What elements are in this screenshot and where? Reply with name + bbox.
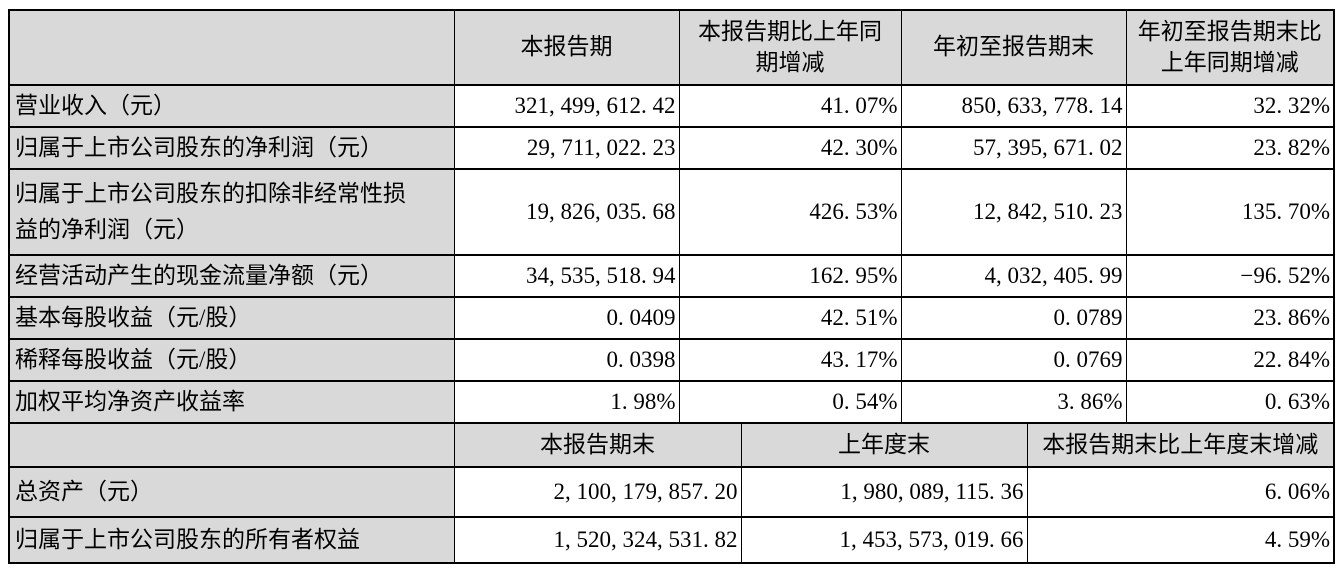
col-header-prior-year-end: 上年度末 xyxy=(740,422,1028,468)
col-header-period-end-vs-prior-year-end-change: 本报告期末比上年度末增减 xyxy=(1026,422,1335,468)
table-row: 加权平均净资产收益率 1. 98% 0. 54% 3. 86% 0. 63% xyxy=(8,380,1335,424)
value-cell: 1, 980, 089, 115. 36 xyxy=(740,466,1028,518)
value-cell: 42. 30% xyxy=(678,126,902,170)
value-cell: 29, 711, 022. 23 xyxy=(453,126,680,170)
row-label-total-assets: 总资产（元） xyxy=(8,466,455,518)
table-row: 经营活动产生的现金流量净额（元） 34, 535, 518. 94 162. 9… xyxy=(8,254,1335,298)
quarterly-results-table: 本报告期 本报告期比上年同 期增减 年初至报告期末 年初至报告期末比 上年同期增… xyxy=(8,9,1335,424)
table-header-row: 本报告期 本报告期比上年同 期增减 年初至报告期末 年初至报告期末比 上年同期增… xyxy=(8,9,1335,86)
value-cell: 0. 0398 xyxy=(453,338,680,382)
col-header-period-end: 本报告期末 xyxy=(453,422,742,468)
value-cell: 2, 100, 179, 857. 20 xyxy=(453,466,742,518)
value-cell: 850, 633, 778. 14 xyxy=(900,84,1127,128)
value-cell: 23. 86% xyxy=(1125,296,1335,340)
value-cell: 3. 86% xyxy=(900,380,1127,424)
value-cell: 57, 395, 671. 02 xyxy=(900,126,1127,170)
value-cell: 6. 06% xyxy=(1026,466,1335,518)
value-cell: 1, 520, 324, 531. 82 xyxy=(453,516,742,564)
col-header-year-to-date: 年初至报告期末 xyxy=(900,9,1127,86)
table-row: 营业收入（元） 321, 499, 612. 42 41. 07% 850, 6… xyxy=(8,84,1335,128)
value-cell: 19, 826, 035. 68 xyxy=(453,168,680,256)
col-header-year-to-date-yoy-change: 年初至报告期末比 上年同期增减 xyxy=(1125,9,1335,86)
value-cell: 4. 59% xyxy=(1026,516,1335,564)
value-cell: 23. 82% xyxy=(1125,126,1335,170)
table-row: 基本每股收益（元/股） 0. 0409 42. 51% 0. 0789 23. … xyxy=(8,296,1335,340)
table-row: 归属于上市公司股东的净利润（元） 29, 711, 022. 23 42. 30… xyxy=(8,126,1335,170)
corner-header-cell xyxy=(8,9,455,86)
row-label-shareholders-equity: 归属于上市公司股东的所有者权益 xyxy=(8,516,455,564)
col-header-current-period-yoy-change: 本报告期比上年同 期增减 xyxy=(678,9,902,86)
corner-header-cell xyxy=(8,422,455,468)
row-label-operating-revenue: 营业收入（元） xyxy=(8,84,455,128)
value-cell: 1, 453, 573, 019. 66 xyxy=(740,516,1028,564)
value-cell: 0. 63% xyxy=(1125,380,1335,424)
value-cell: 43. 17% xyxy=(678,338,902,382)
value-cell: 0. 0769 xyxy=(900,338,1127,382)
row-label-weighted-avg-roe: 加权平均净资产收益率 xyxy=(8,380,455,424)
value-cell: 34, 535, 518. 94 xyxy=(453,254,680,298)
table-header-row: 本报告期末 上年度末 本报告期末比上年度末增减 xyxy=(8,422,1335,468)
value-cell: 135. 70% xyxy=(1125,168,1335,256)
row-label-diluted-eps: 稀释每股收益（元/股） xyxy=(8,338,455,382)
value-cell: 32. 32% xyxy=(1125,84,1335,128)
value-cell: 0. 54% xyxy=(678,380,902,424)
value-cell: 4, 032, 405. 99 xyxy=(900,254,1127,298)
row-label-operating-cash-flow: 经营活动产生的现金流量净额（元） xyxy=(8,254,455,298)
value-cell: −96. 52% xyxy=(1125,254,1335,298)
value-cell: 22. 84% xyxy=(1125,338,1335,382)
row-label-net-profit-excl-nonrecurring: 归属于上市公司股东的扣除非经常性损 益的净利润（元） xyxy=(8,168,455,256)
col-header-current-period: 本报告期 xyxy=(453,9,680,86)
table-row: 归属于上市公司股东的扣除非经常性损 益的净利润（元） 19, 826, 035.… xyxy=(8,168,1335,256)
table-row: 稀释每股收益（元/股） 0. 0398 43. 17% 0. 0769 22. … xyxy=(8,338,1335,382)
value-cell: 162. 95% xyxy=(678,254,902,298)
value-cell: 1. 98% xyxy=(453,380,680,424)
value-cell: 426. 53% xyxy=(678,168,902,256)
value-cell: 12, 842, 510. 23 xyxy=(900,168,1127,256)
value-cell: 41. 07% xyxy=(678,84,902,128)
value-cell: 321, 499, 612. 42 xyxy=(453,84,680,128)
table-row: 总资产（元） 2, 100, 179, 857. 20 1, 980, 089,… xyxy=(8,466,1335,518)
value-cell: 42. 51% xyxy=(678,296,902,340)
value-cell: 0. 0409 xyxy=(453,296,680,340)
row-label-net-profit: 归属于上市公司股东的净利润（元） xyxy=(8,126,455,170)
value-cell: 0. 0789 xyxy=(900,296,1127,340)
row-label-basic-eps: 基本每股收益（元/股） xyxy=(8,296,455,340)
table-row: 归属于上市公司股东的所有者权益 1, 520, 324, 531. 82 1, … xyxy=(8,516,1335,564)
balance-sheet-summary-table: 本报告期末 上年度末 本报告期末比上年度末增减 总资产（元） 2, 100, 1… xyxy=(8,422,1335,564)
